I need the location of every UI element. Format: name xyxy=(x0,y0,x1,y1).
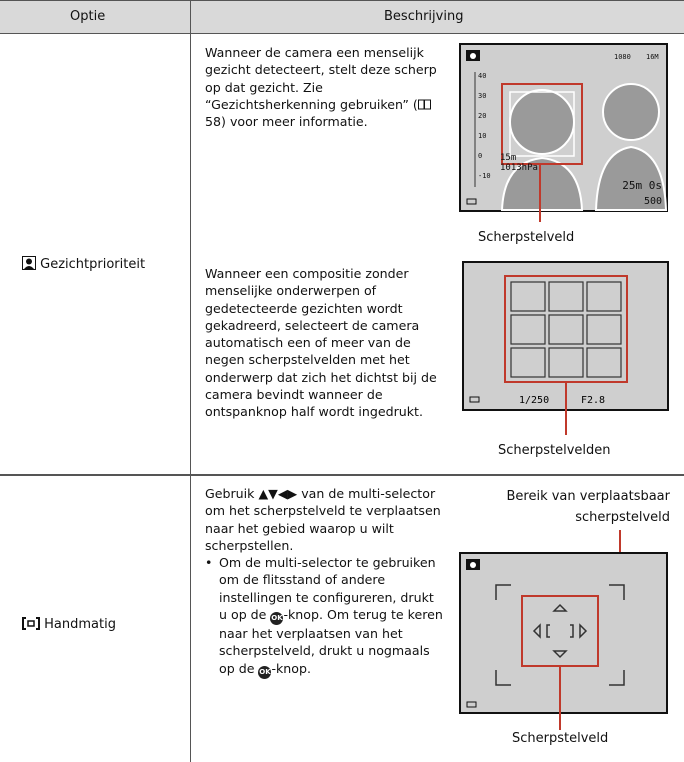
scale-label: 10 xyxy=(478,132,486,140)
text: -knop. Om terug te keren naar het verpla… xyxy=(219,607,443,676)
text: -knop. xyxy=(271,660,311,676)
table-header: Optie Beschrijving xyxy=(0,0,684,34)
caption: Scherpstelveld xyxy=(512,731,609,746)
option-label: Handmatig xyxy=(44,617,116,632)
screen-manual xyxy=(459,530,668,730)
aperture: F2.8 xyxy=(581,395,605,406)
shots: 500 xyxy=(644,196,662,207)
caption: Scherpstelvelden xyxy=(498,443,611,458)
caption: Scherpstelveld xyxy=(478,230,575,245)
format: 1080 xyxy=(614,53,631,61)
pressure: 1013hPa xyxy=(500,163,538,173)
scale-label: 20 xyxy=(478,112,486,120)
altitude: 15m xyxy=(500,153,516,163)
option-label: Gezichtprioriteit xyxy=(40,257,146,272)
description: Wanneer de camera een menselijk gezicht … xyxy=(205,44,445,130)
scale-label: 40 xyxy=(478,72,486,80)
ok-icon: OK xyxy=(270,612,284,626)
scale-label: 30 xyxy=(478,92,486,100)
description: Wanneer een compositie zonder menselijke… xyxy=(205,266,437,420)
manual-icon xyxy=(22,617,40,630)
screen-auto: 1/250 F2.8 xyxy=(462,261,669,435)
face-icon xyxy=(22,256,36,270)
header-cell: Optie xyxy=(70,9,106,24)
book-icon xyxy=(417,99,431,110)
text: Gebruik ▲▼◀▶ van de multi-selector om he… xyxy=(205,486,441,553)
ok-icon: OK xyxy=(258,665,272,679)
option: Handmatig xyxy=(22,617,116,632)
size: 16M xyxy=(646,53,659,61)
text: Wanneer de camera een menselijk gezicht … xyxy=(205,45,437,112)
text: ) voor meer informatie. xyxy=(221,114,368,130)
scale-label: 0 xyxy=(478,152,482,160)
column-divider xyxy=(190,0,191,762)
page-ref: 58 xyxy=(205,114,222,130)
option: Gezichtprioriteit xyxy=(22,256,145,272)
screen-face: 40 30 20 10 0 -10 15m 1013hPa 1080 16M 2… xyxy=(459,43,668,222)
bullet: • Om de multi-selector te gebruiken om de… xyxy=(205,554,445,679)
description: Gebruik ▲▼◀▶ van de multi-selector om he… xyxy=(205,485,445,679)
scale-label: -10 xyxy=(478,172,491,180)
caption: Bereik van verplaatsbaar scherpstelveld xyxy=(506,489,670,525)
text: Om de multi-selector te gebruiken om de … xyxy=(219,555,436,623)
header-cell: Beschrijving xyxy=(384,9,464,24)
shutter: 1/250 xyxy=(519,395,549,406)
time: 25m 0s xyxy=(622,179,662,192)
row-divider xyxy=(0,474,684,476)
